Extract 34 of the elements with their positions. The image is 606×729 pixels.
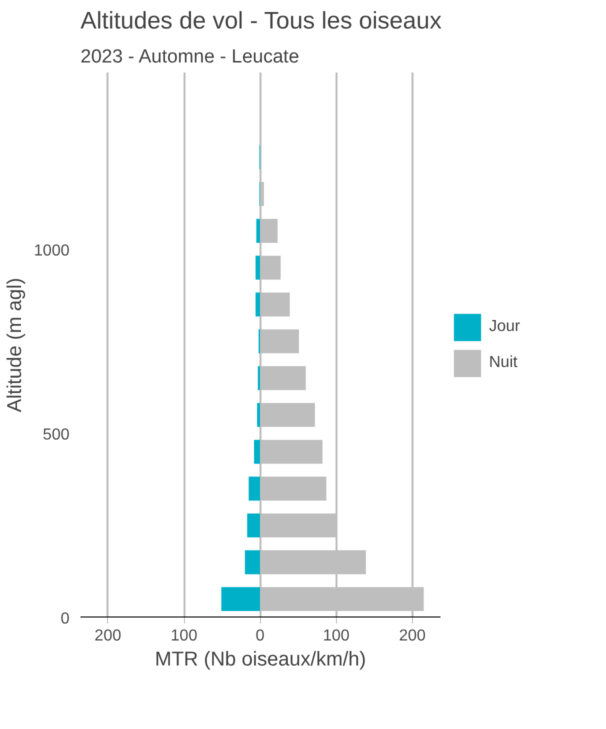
x-tick-label: 0 — [256, 628, 265, 644]
bar — [260, 292, 290, 316]
chart-title: Altitudes de vol - Tous les oiseaux — [80, 8, 442, 34]
bar — [260, 329, 299, 354]
bar — [260, 403, 315, 427]
x-tick-label: 100 — [322, 628, 350, 644]
bar — [254, 440, 260, 464]
x-tick-label: 200 — [398, 628, 426, 644]
legend-label: Nuit — [489, 354, 518, 372]
y-tick-label: 500 — [42, 426, 70, 444]
bar — [256, 292, 260, 316]
y-tick-label: 1000 — [34, 242, 70, 260]
bar — [260, 513, 336, 538]
chart-subtitle: 2023 - Automne - Leucate — [80, 46, 300, 68]
legend-label: Jour — [489, 318, 520, 336]
bar — [256, 256, 260, 280]
bar — [260, 476, 326, 501]
bar — [260, 218, 278, 243]
y-axis-title: Altitude (m agl) — [4, 278, 26, 412]
x-tick-label: 100 — [170, 628, 198, 644]
bar — [247, 513, 260, 538]
bar — [256, 218, 260, 243]
x-tick-label: 200 — [94, 628, 122, 644]
bar — [257, 403, 260, 427]
bar — [260, 440, 323, 464]
bar — [260, 256, 281, 280]
x-axis-title: MTR (Nb oiseaux/km/h) — [154, 648, 366, 670]
bar — [260, 182, 264, 206]
bar — [260, 550, 366, 574]
bar — [248, 476, 260, 501]
y-tick-label: 0 — [60, 610, 70, 628]
bar — [244, 550, 260, 574]
bar — [260, 366, 306, 390]
bar — [221, 587, 260, 612]
